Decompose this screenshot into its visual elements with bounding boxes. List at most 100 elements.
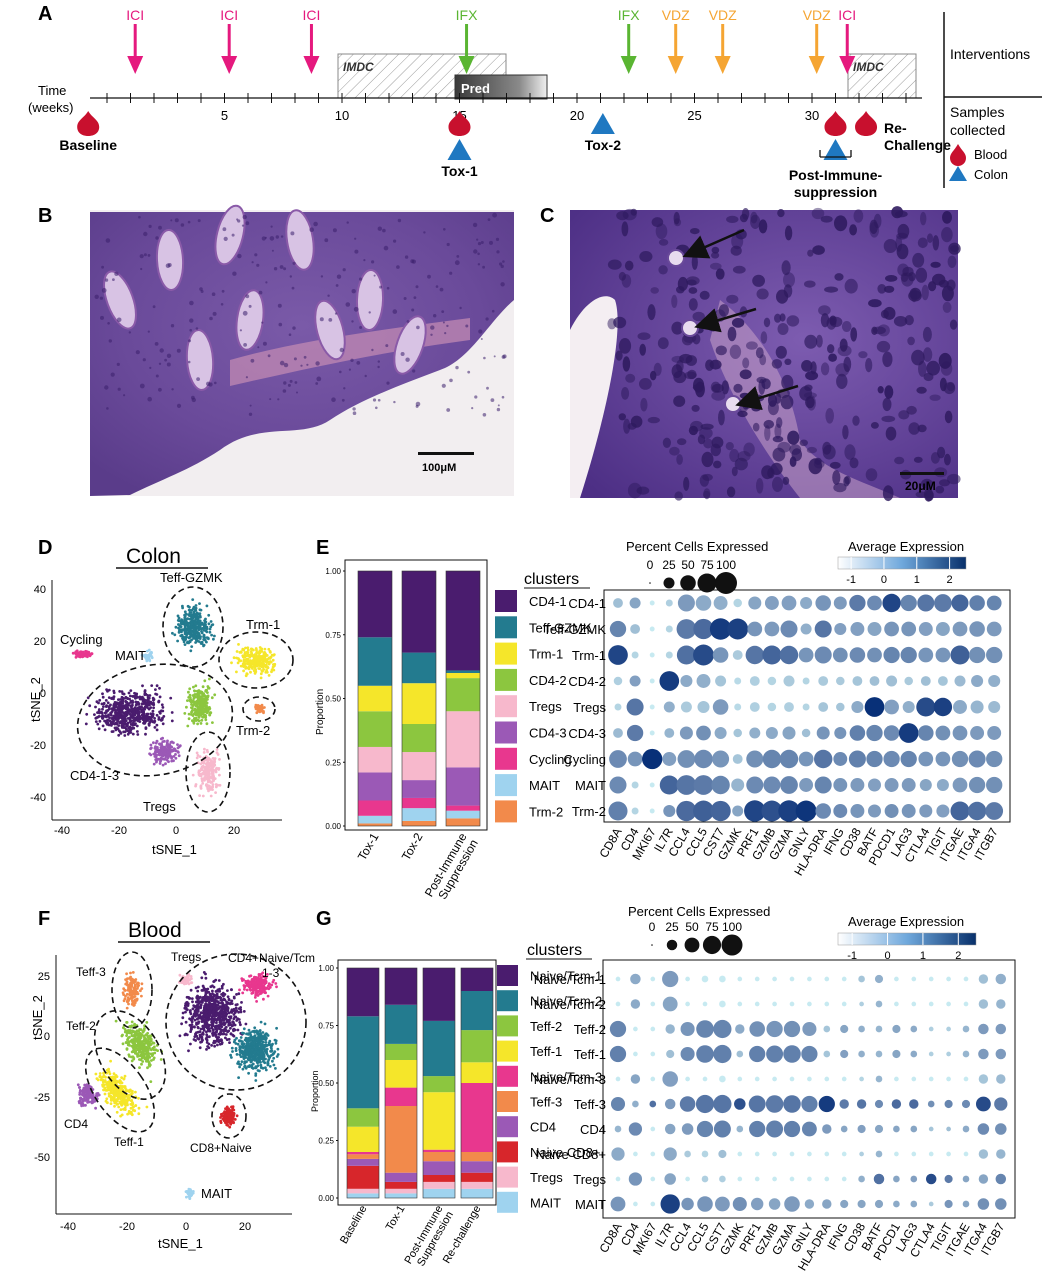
- tsne-point: [94, 705, 97, 709]
- tsne-point: [124, 722, 128, 726]
- tsne-point: [97, 715, 101, 718]
- nucleus: [258, 290, 263, 295]
- tsne-point: [84, 722, 88, 726]
- tsne-point: [160, 752, 163, 755]
- tsne-point: [125, 1021, 129, 1024]
- nucleus: [752, 422, 760, 432]
- tsne-point: [144, 732, 147, 736]
- nucleus: [497, 404, 500, 407]
- nucleus: [726, 215, 739, 223]
- nucleus: [403, 297, 407, 300]
- nucleus: [777, 209, 785, 218]
- tsne-point: [112, 1072, 116, 1075]
- expression-dot: [904, 676, 913, 686]
- tsne-point: [86, 1086, 90, 1090]
- tsne-point: [192, 695, 196, 699]
- nucleus: [249, 404, 252, 407]
- nucleus: [944, 410, 953, 424]
- panel-letter-b: B: [38, 205, 52, 227]
- tsne-point: [148, 1034, 152, 1038]
- tsne-point: [88, 704, 92, 708]
- tsne-point: [131, 703, 134, 707]
- tsne-point: [113, 1089, 117, 1093]
- tsne-point: [137, 981, 140, 985]
- nucleus: [413, 296, 417, 299]
- expression-dot: [608, 645, 628, 665]
- nucleus: [343, 387, 346, 390]
- tsne-point: [264, 1057, 267, 1061]
- legend-label: CD4-3: [529, 726, 567, 741]
- tsne-point: [201, 709, 205, 713]
- bar-outline: [401, 570, 437, 827]
- tsne-point: [129, 1093, 133, 1097]
- tsne-point: [143, 653, 147, 657]
- expression-dot: [676, 800, 697, 822]
- colorbar-tick-label: 2: [947, 574, 953, 586]
- nucleus: [236, 218, 239, 221]
- tsne-point: [96, 1078, 100, 1082]
- tsne-point: [226, 1006, 229, 1010]
- tsne-point: [191, 773, 195, 777]
- legend-e: CD4-1Teff-GZMKTrm-1CD4-2TregsCD4-3Cyclin…: [495, 590, 592, 823]
- expression-dot: [663, 701, 675, 713]
- size-legend-dot: [697, 573, 717, 593]
- nucleus: [282, 389, 287, 393]
- tsne-point: [211, 783, 215, 786]
- tsne-point: [117, 724, 121, 727]
- tsne-point: [146, 1041, 149, 1044]
- nucleus: [348, 368, 351, 371]
- tsne-point: [205, 758, 209, 762]
- tsne-point: [201, 1032, 205, 1036]
- tsne-point: [274, 1041, 278, 1045]
- tsne-point: [204, 689, 208, 692]
- nucleus: [684, 371, 697, 380]
- nucleus: [772, 447, 786, 462]
- tsne-point: [210, 1044, 214, 1047]
- tsne-point: [135, 990, 139, 994]
- nucleus: [804, 280, 816, 288]
- tsne-point: [182, 629, 186, 632]
- tsne-point: [207, 622, 211, 626]
- tsne-point: [155, 723, 159, 727]
- drug-label-ici: ICI: [838, 7, 856, 23]
- nucleus: [148, 224, 152, 228]
- tsne-point: [225, 1038, 229, 1041]
- legend-swatch: [495, 747, 517, 770]
- tsne-point: [159, 760, 162, 763]
- expression-dot: [883, 646, 900, 664]
- tsne-point: [202, 1018, 206, 1022]
- nucleus: [883, 285, 895, 293]
- x-category-label: Post-ImmuneSuppression: [422, 830, 481, 906]
- expression-dot: [784, 702, 794, 712]
- expression-dot: [767, 676, 777, 686]
- tsne-point: [166, 753, 170, 756]
- tsne-point: [222, 994, 225, 998]
- legend-label: CD4-1: [529, 594, 567, 609]
- nucleus: [404, 255, 409, 259]
- tsne-point: [121, 699, 125, 703]
- nucleus: [485, 317, 489, 321]
- tsne-point: [100, 711, 104, 715]
- nucleus: [368, 311, 371, 314]
- legend-colon-label: Colon: [974, 167, 1008, 182]
- nucleus: [269, 236, 275, 241]
- nucleus: [152, 305, 156, 309]
- tsne-point: [205, 1033, 209, 1037]
- tsne-point: [132, 1004, 136, 1007]
- nucleus: [171, 388, 174, 391]
- nucleus: [117, 387, 121, 391]
- tsne-point: [143, 1046, 147, 1049]
- nucleus: [829, 461, 841, 469]
- tsne-point: [220, 1019, 223, 1023]
- cluster-row-label: Teff-GZMK: [543, 622, 606, 637]
- crypt: [285, 209, 315, 271]
- expression-dot: [727, 618, 749, 640]
- tsne-point: [126, 707, 130, 711]
- expression-dot: [665, 625, 673, 633]
- nucleus: [916, 386, 927, 394]
- tsne-point: [168, 743, 172, 747]
- tsne-point: [123, 711, 127, 715]
- tsne-point: [132, 1105, 135, 1109]
- tsne-point: [154, 688, 157, 691]
- tsne-point: [174, 753, 177, 756]
